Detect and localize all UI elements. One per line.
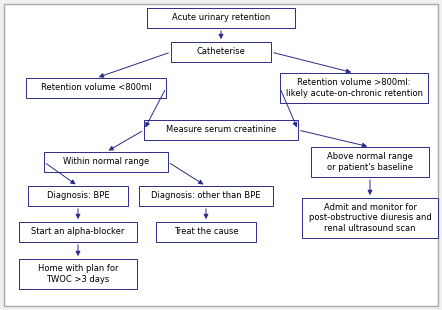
FancyBboxPatch shape: [156, 222, 256, 242]
Text: Admit and monitor for
post-obstructive diuresis and
renal ultrasound scan: Admit and monitor for post-obstructive d…: [309, 203, 431, 233]
Text: Acute urinary retention: Acute urinary retention: [172, 14, 270, 23]
FancyBboxPatch shape: [280, 73, 428, 103]
FancyBboxPatch shape: [19, 222, 137, 242]
Text: Retention volume >800ml:
likely acute-on-chronic retention: Retention volume >800ml: likely acute-on…: [286, 78, 423, 98]
Text: Catheterise: Catheterise: [197, 47, 245, 56]
FancyBboxPatch shape: [28, 186, 128, 206]
FancyBboxPatch shape: [171, 42, 271, 62]
FancyBboxPatch shape: [19, 259, 137, 289]
Text: Measure serum creatinine: Measure serum creatinine: [166, 126, 276, 135]
Text: Diagnosis: other than BPE: Diagnosis: other than BPE: [151, 192, 261, 201]
FancyBboxPatch shape: [147, 8, 295, 28]
FancyBboxPatch shape: [26, 78, 166, 98]
Text: Above normal range
or patient's baseline: Above normal range or patient's baseline: [327, 152, 413, 172]
FancyBboxPatch shape: [44, 152, 168, 172]
Text: Diagnosis: BPE: Diagnosis: BPE: [47, 192, 109, 201]
FancyBboxPatch shape: [4, 4, 438, 306]
FancyBboxPatch shape: [302, 198, 438, 238]
Text: Retention volume <800ml: Retention volume <800ml: [41, 83, 151, 92]
Text: Start an alpha-blocker: Start an alpha-blocker: [31, 228, 125, 237]
Text: Home with plan for
TWOC >3 days: Home with plan for TWOC >3 days: [38, 264, 118, 284]
Text: Treat the cause: Treat the cause: [174, 228, 238, 237]
FancyBboxPatch shape: [311, 147, 429, 177]
Text: Within normal range: Within normal range: [63, 157, 149, 166]
FancyBboxPatch shape: [139, 186, 273, 206]
FancyBboxPatch shape: [144, 120, 298, 140]
